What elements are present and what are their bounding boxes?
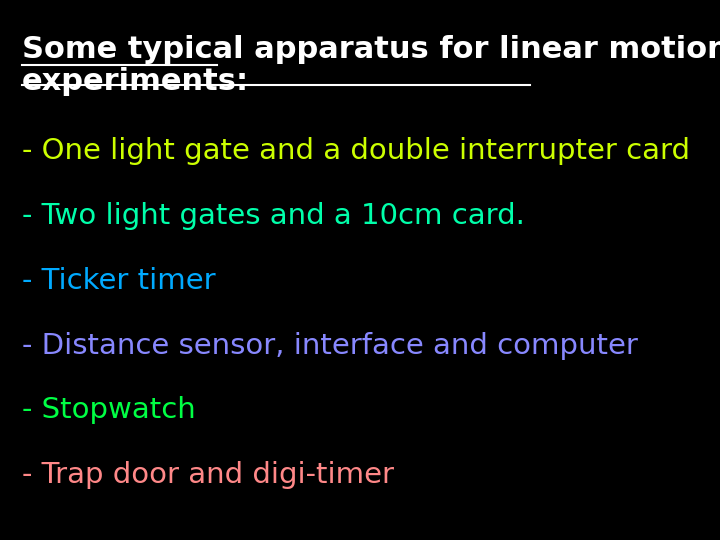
- Text: - Two light gates and a 10cm card.: - Two light gates and a 10cm card.: [22, 202, 525, 230]
- Text: experiments:: experiments:: [22, 68, 249, 97]
- Text: - Distance sensor, interface and computer: - Distance sensor, interface and compute…: [22, 332, 638, 360]
- Text: - Ticker timer: - Ticker timer: [22, 267, 215, 295]
- Text: - Stopwatch: - Stopwatch: [22, 396, 196, 424]
- Text: Some typical apparatus for linear motion: Some typical apparatus for linear motion: [22, 35, 720, 64]
- Text: - One light gate and a double interrupter card: - One light gate and a double interrupte…: [22, 137, 690, 165]
- Text: - Trap door and digi-timer: - Trap door and digi-timer: [22, 461, 394, 489]
